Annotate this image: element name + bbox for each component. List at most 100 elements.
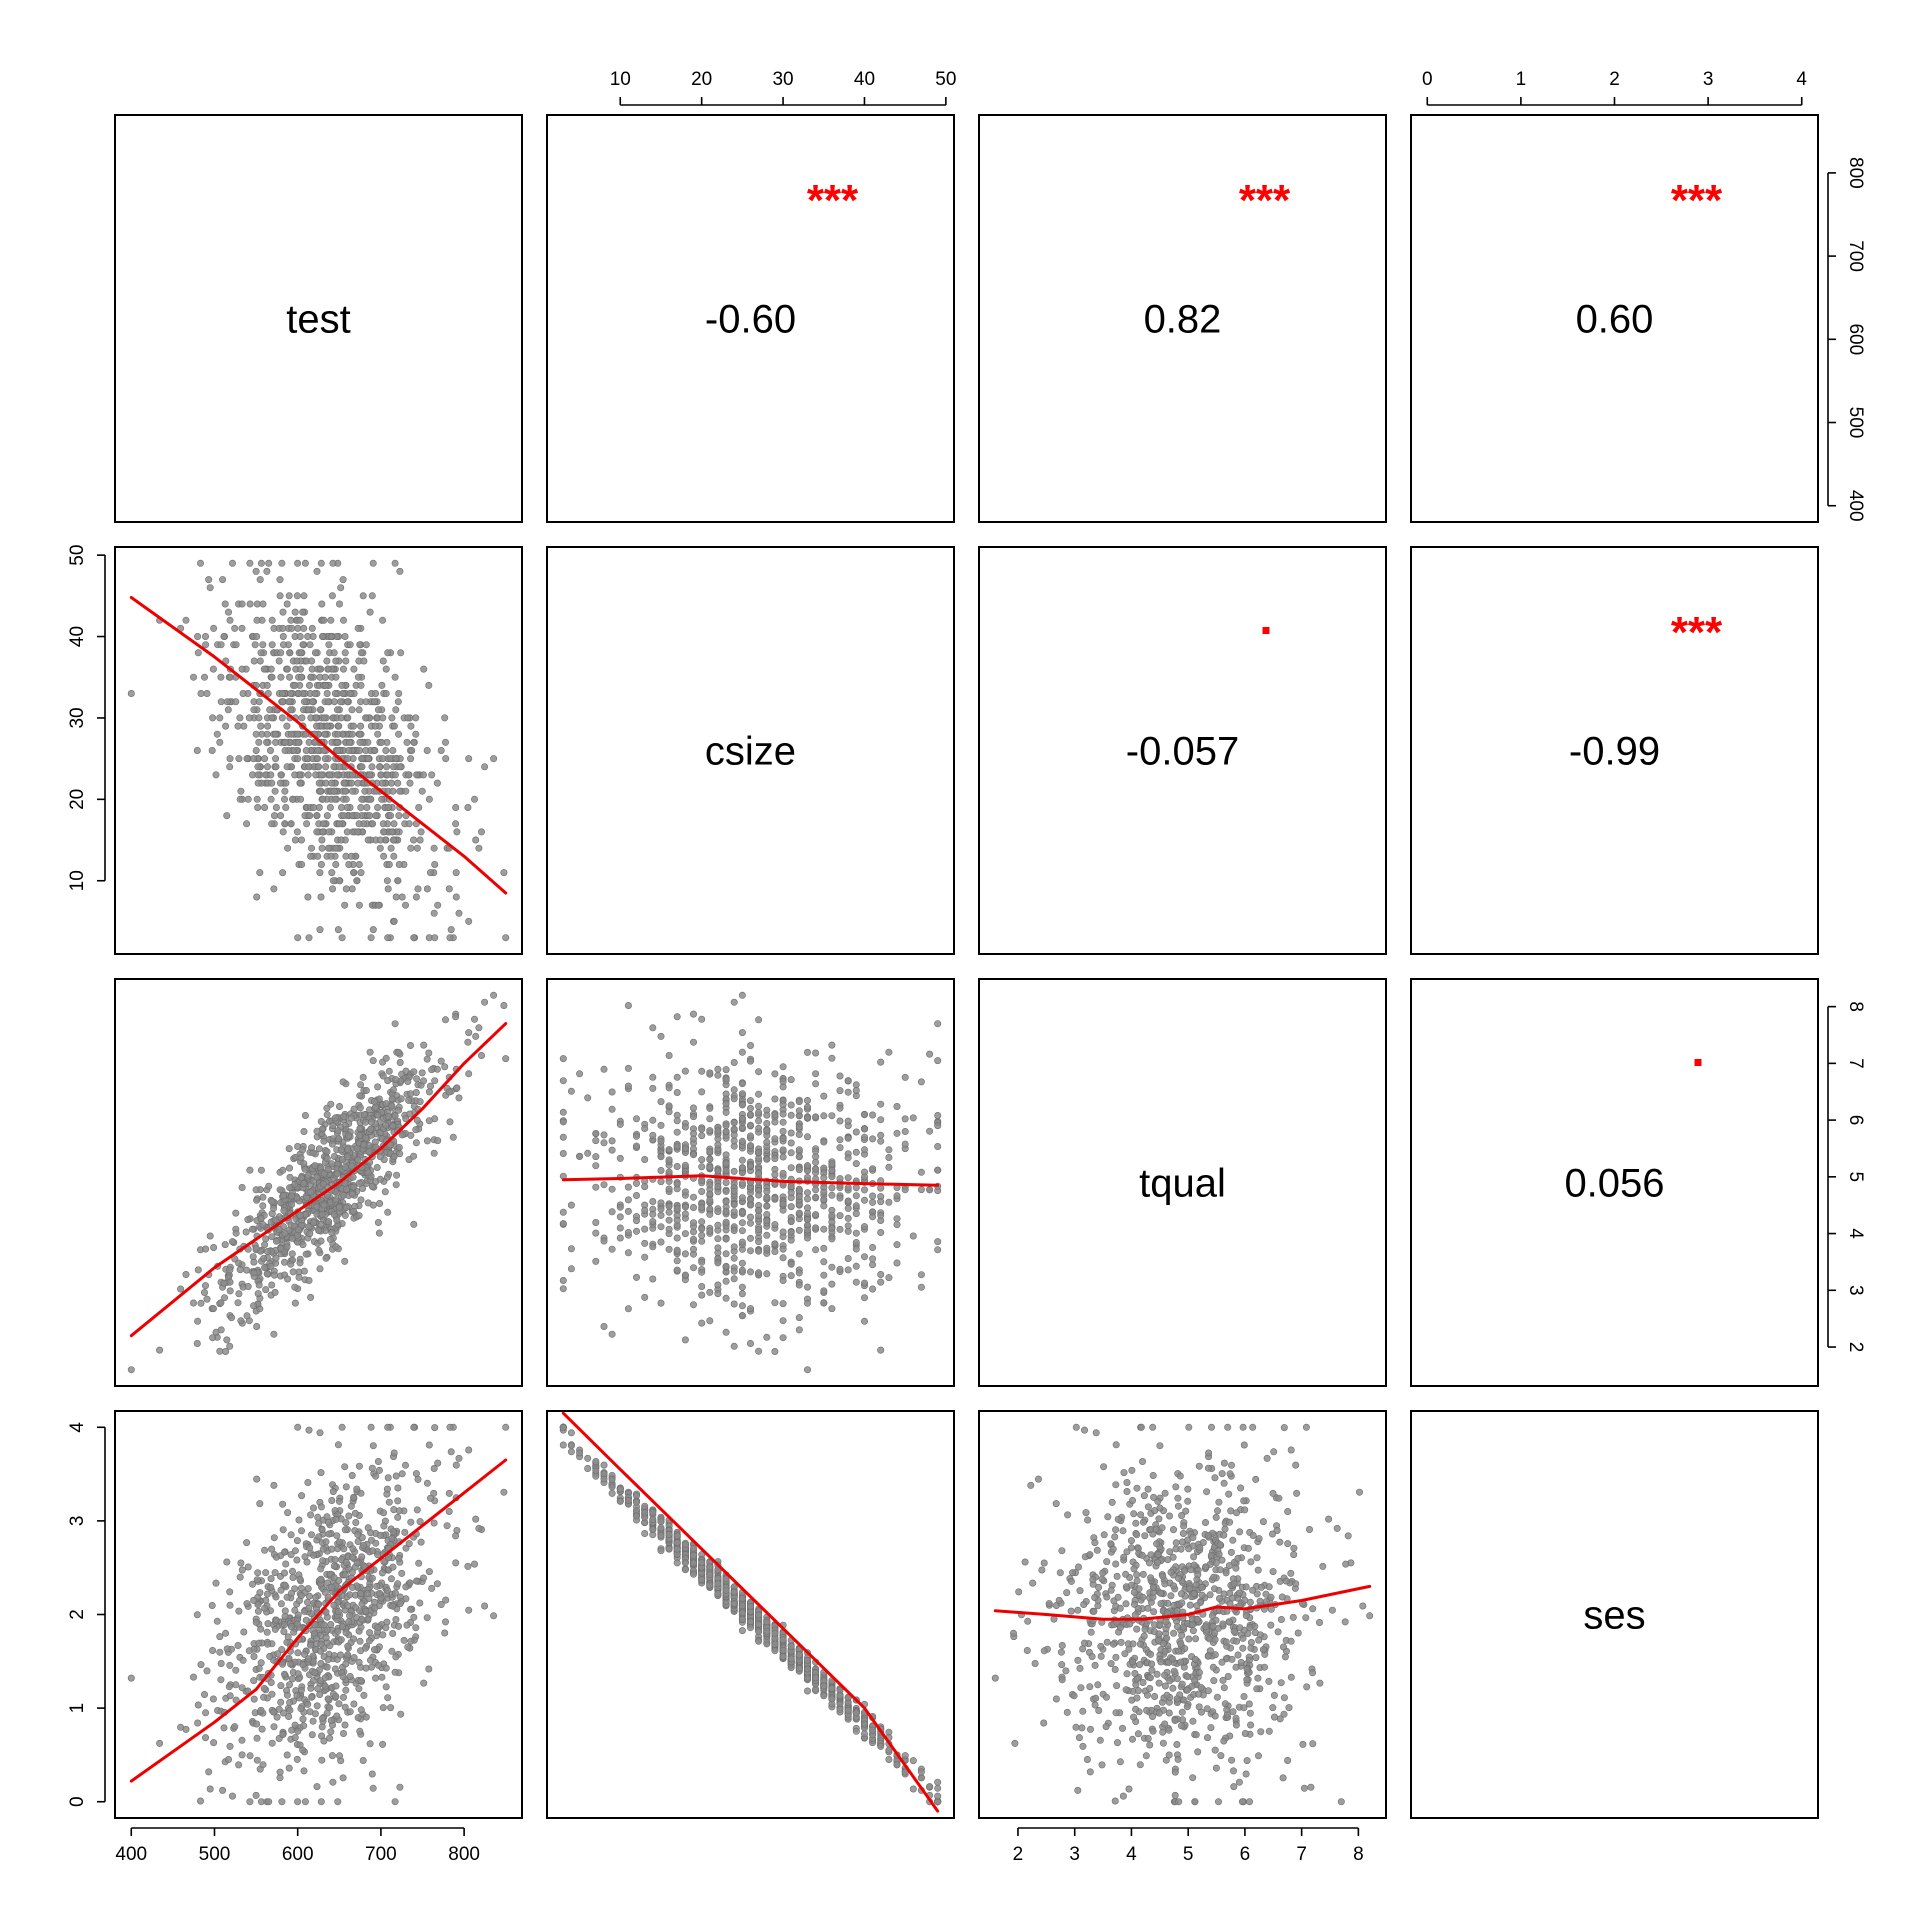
data-point bbox=[449, 1133, 457, 1141]
data-point bbox=[291, 836, 299, 844]
data-point bbox=[681, 1336, 689, 1344]
data-point bbox=[860, 1133, 868, 1141]
data-point bbox=[405, 820, 413, 828]
data-point bbox=[300, 624, 308, 632]
panel-tqual-csize bbox=[546, 978, 955, 1387]
data-point bbox=[803, 1195, 811, 1203]
data-point bbox=[270, 1534, 278, 1542]
data-point bbox=[285, 1713, 293, 1721]
data-point bbox=[592, 1137, 600, 1145]
data-point bbox=[305, 763, 313, 771]
data-point bbox=[378, 779, 386, 787]
data-point bbox=[254, 803, 262, 811]
data-point bbox=[384, 803, 392, 811]
data-point bbox=[396, 1783, 404, 1791]
data-point bbox=[445, 1489, 453, 1497]
data-point bbox=[216, 714, 224, 722]
data-point bbox=[203, 689, 211, 697]
data-point bbox=[812, 1674, 820, 1682]
data-point bbox=[367, 1125, 375, 1133]
data-point bbox=[388, 828, 396, 836]
data-point bbox=[860, 1111, 868, 1119]
data-point bbox=[559, 1277, 567, 1285]
data-point bbox=[763, 1211, 771, 1219]
data-point bbox=[437, 746, 445, 754]
data-point bbox=[681, 1161, 689, 1169]
data-point bbox=[368, 763, 376, 771]
data-point bbox=[917, 1774, 925, 1782]
data-point bbox=[356, 1727, 364, 1735]
data-point bbox=[352, 1519, 360, 1527]
data-point bbox=[396, 567, 404, 575]
data-point bbox=[396, 763, 404, 771]
data-point bbox=[706, 1581, 714, 1589]
data-point bbox=[414, 1475, 422, 1483]
data-point bbox=[673, 1163, 681, 1171]
data-point bbox=[392, 1616, 400, 1624]
data-point bbox=[698, 1319, 706, 1327]
data-point bbox=[382, 1121, 390, 1129]
data-point bbox=[388, 1647, 396, 1655]
data-point bbox=[852, 1245, 860, 1253]
data-point bbox=[326, 803, 334, 811]
data-point bbox=[364, 1169, 372, 1177]
data-point bbox=[234, 1299, 242, 1307]
data-point bbox=[268, 1690, 276, 1698]
variable-label: test bbox=[286, 298, 350, 342]
data-point bbox=[391, 1798, 399, 1806]
data-point bbox=[787, 1139, 795, 1147]
data-point bbox=[334, 746, 342, 754]
data-point bbox=[763, 1333, 771, 1341]
data-point bbox=[283, 763, 291, 771]
data-point bbox=[307, 1511, 315, 1519]
data-point bbox=[836, 1175, 844, 1183]
significance-stars: *** bbox=[1671, 176, 1723, 225]
data-point bbox=[885, 1163, 893, 1171]
data-point bbox=[641, 1239, 649, 1247]
data-point bbox=[374, 706, 382, 714]
data-point bbox=[893, 1241, 901, 1249]
data-point bbox=[441, 1063, 449, 1071]
data-point bbox=[156, 1739, 164, 1747]
data-point bbox=[367, 795, 375, 803]
data-point bbox=[407, 1518, 415, 1526]
data-point bbox=[441, 714, 449, 722]
data-point bbox=[698, 1258, 706, 1266]
data-point bbox=[360, 1541, 368, 1549]
data-point bbox=[755, 1347, 763, 1355]
data-point bbox=[738, 1312, 746, 1320]
data-point bbox=[649, 1073, 657, 1081]
data-point bbox=[263, 738, 271, 746]
data-point bbox=[417, 828, 425, 836]
data-point bbox=[263, 1590, 271, 1598]
data-point bbox=[795, 1664, 803, 1672]
data-point bbox=[869, 1135, 877, 1143]
data-point bbox=[632, 1142, 640, 1150]
data-point bbox=[318, 1125, 326, 1133]
data-point bbox=[264, 722, 272, 730]
data-point bbox=[416, 836, 424, 844]
data-point bbox=[329, 1488, 337, 1496]
data-point bbox=[402, 1115, 410, 1123]
data-point bbox=[909, 1785, 917, 1793]
data-point bbox=[559, 1077, 567, 1085]
data-point bbox=[335, 877, 343, 885]
data-point bbox=[746, 1132, 754, 1140]
data-point bbox=[193, 746, 201, 754]
data-point bbox=[689, 1264, 697, 1272]
data-point bbox=[383, 877, 391, 885]
data-point bbox=[194, 1719, 202, 1727]
data-point bbox=[316, 1429, 324, 1437]
data-point bbox=[355, 1658, 363, 1666]
data-point bbox=[283, 1751, 291, 1759]
data-point bbox=[681, 1188, 689, 1196]
data-point bbox=[844, 1266, 852, 1274]
data-point bbox=[641, 1502, 649, 1510]
significance-dot bbox=[1262, 627, 1270, 634]
data-point bbox=[341, 901, 349, 909]
data-point bbox=[714, 1071, 722, 1079]
data-point bbox=[559, 1118, 567, 1126]
data-point bbox=[275, 1225, 283, 1233]
data-point bbox=[324, 698, 332, 706]
data-point bbox=[320, 746, 328, 754]
